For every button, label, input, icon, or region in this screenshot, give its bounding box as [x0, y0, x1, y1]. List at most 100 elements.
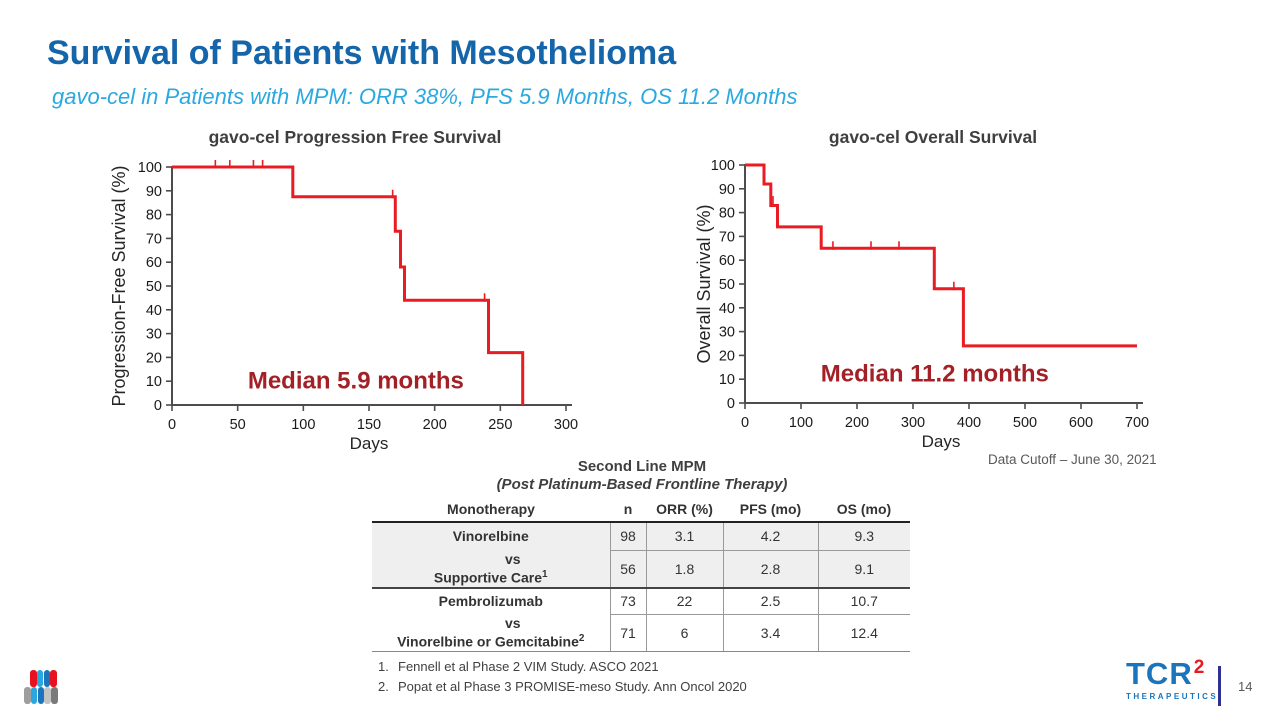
- median-annotation: Median 5.9 months: [248, 367, 464, 394]
- footer-divider: [1218, 666, 1221, 706]
- cell-n: 56: [609, 549, 646, 589]
- logo-pill: [50, 670, 57, 687]
- table-title: Second Line MPM: [577, 458, 707, 475]
- cell-pfs: 4.2: [722, 522, 818, 550]
- svg-text:40: 40: [146, 303, 162, 319]
- svg-text:60: 60: [146, 255, 162, 271]
- svg-text:300: 300: [901, 415, 925, 431]
- col-header-orr: ORR (%): [646, 499, 723, 523]
- svg-text:100: 100: [711, 158, 735, 174]
- monotherapy-table: Monotherapy n ORR (%) PFS (mo) OS (mo) V…: [372, 499, 910, 653]
- svg-text:70: 70: [146, 231, 162, 247]
- cell-os: 9.1: [817, 549, 910, 589]
- svg-text:400: 400: [957, 415, 981, 431]
- comparison-table-section: Second Line MPM (Post Platinum-Based Fro…: [372, 458, 912, 696]
- x-axis-label: Days: [922, 432, 961, 451]
- svg-text:20: 20: [719, 348, 735, 364]
- svg-text:10: 10: [146, 374, 162, 390]
- table-subtitle: (Post Platinum-Based Frontline Therapy): [496, 476, 788, 493]
- logo-pill: [30, 670, 37, 687]
- cell-pfs: 2.8: [722, 549, 818, 589]
- data-cutoff-note: Data Cutoff – June 30, 2021: [988, 452, 1157, 467]
- svg-text:500: 500: [1013, 415, 1037, 431]
- svg-text:40: 40: [719, 301, 735, 317]
- logo-pill: [43, 670, 51, 687]
- footnote-ref: 2: [578, 633, 585, 645]
- svg-text:90: 90: [146, 184, 162, 200]
- svg-text:20: 20: [146, 350, 162, 366]
- chart-title: gavo-cel Overall Survival: [829, 127, 1037, 147]
- os-km-chart: gavo-cel Overall Survival 0 10 20 30 40 50 60 70…: [694, 127, 1149, 451]
- svg-text:200: 200: [423, 417, 447, 433]
- vs-label: vs: [504, 615, 521, 632]
- footnote-ref: 1: [542, 569, 548, 581]
- cell-n: 98: [609, 522, 646, 550]
- x-axis-label: Days: [350, 434, 389, 453]
- svg-text:100: 100: [789, 415, 813, 431]
- tcr2-wordmark-logo: TCR2 THERAPEUTICS: [1126, 656, 1219, 701]
- svg-text:0: 0: [727, 396, 735, 412]
- cell-orr: 22: [645, 587, 723, 615]
- therapy-name: Pembrolizumab: [372, 587, 610, 615]
- table-row: vs Vinorelbine or Gemcitabine2 71 6 3.4 …: [372, 613, 910, 653]
- cell-os: 10.7: [817, 587, 910, 615]
- cell-orr: 6: [645, 613, 723, 653]
- tcr2-logo-text: TCR2: [1126, 656, 1205, 691]
- footnote-2: 2. Popat et al Phase 3 PROMISE-meso Study…: [378, 678, 747, 694]
- svg-text:0: 0: [168, 417, 176, 433]
- logo-pill: [37, 687, 45, 704]
- svg-text:90: 90: [719, 182, 735, 198]
- svg-text:0: 0: [154, 398, 162, 414]
- svg-text:100: 100: [291, 417, 315, 433]
- svg-text:80: 80: [146, 208, 162, 224]
- svg-text:10: 10: [719, 372, 735, 388]
- comparator-name: Supportive Care1: [433, 569, 548, 586]
- logo-pill: [36, 670, 44, 687]
- cell-os: 12.4: [817, 613, 910, 653]
- logo-pill: [51, 687, 58, 704]
- therapy-name: Vinorelbine: [372, 522, 610, 550]
- page-subtitle: gavo-cel in Patients with MPM: ORR 38%, …: [52, 84, 798, 109]
- svg-text:60: 60: [719, 253, 735, 269]
- col-header-monotherapy: Monotherapy: [372, 499, 610, 523]
- table-row: vs Supportive Care1 56 1.8 2.8 9.1: [372, 549, 910, 589]
- page-number: 14: [1238, 679, 1253, 694]
- svg-text:700: 700: [1125, 415, 1149, 431]
- col-header-pfs: PFS (mo): [723, 499, 818, 523]
- survival-curve: [745, 163, 1137, 348]
- svg-text:80: 80: [719, 206, 735, 222]
- logo-pill: [30, 687, 38, 704]
- svg-text:150: 150: [357, 417, 381, 433]
- tcr2-pill-logo-icon: [24, 668, 100, 712]
- svg-text:0: 0: [741, 415, 749, 431]
- svg-text:30: 30: [146, 327, 162, 343]
- cell-pfs: 3.4: [722, 613, 818, 653]
- cell-n: 73: [609, 587, 646, 615]
- svg-text:600: 600: [1069, 415, 1093, 431]
- chart-title: gavo-cel Progression Free Survival: [209, 127, 502, 147]
- table-header-row: Monotherapy n ORR (%) PFS (mo) OS (mo): [372, 499, 910, 523]
- col-header-os: OS (mo): [818, 499, 910, 523]
- table-row: Pembrolizumab 73 22 2.5 10.7: [372, 587, 910, 615]
- tcr2-logo-therapeutics: THERAPEUTICS: [1126, 692, 1219, 701]
- table-row: Vinorelbine 98 3.1 4.2 9.3: [372, 522, 910, 550]
- col-header-n: n: [610, 499, 646, 523]
- logo-pill: [24, 687, 31, 704]
- therapy-name: vs Vinorelbine or Gemcitabine2: [372, 614, 610, 653]
- vs-label: vs: [504, 551, 521, 567]
- svg-text:50: 50: [719, 277, 735, 293]
- svg-text:50: 50: [230, 417, 246, 433]
- cell-pfs: 2.5: [722, 587, 818, 615]
- page-title: Survival of Patients with Mesothelioma: [47, 34, 677, 72]
- comparator-name: Vinorelbine or Gemcitabine2: [397, 633, 585, 650]
- pfs-km-chart: gavo-cel Progression Free Survival 0 10 20 3…: [109, 127, 578, 453]
- footnotes: 1. Fennell et al Phase 2 VIM Study. ASCO …: [372, 657, 912, 696]
- survival-curve: [172, 165, 525, 405]
- svg-text:50: 50: [146, 279, 162, 295]
- cell-os: 9.3: [817, 522, 910, 550]
- svg-text:70: 70: [719, 229, 735, 245]
- svg-text:200: 200: [845, 415, 869, 431]
- svg-text:100: 100: [138, 160, 162, 176]
- logo-pill: [44, 687, 51, 704]
